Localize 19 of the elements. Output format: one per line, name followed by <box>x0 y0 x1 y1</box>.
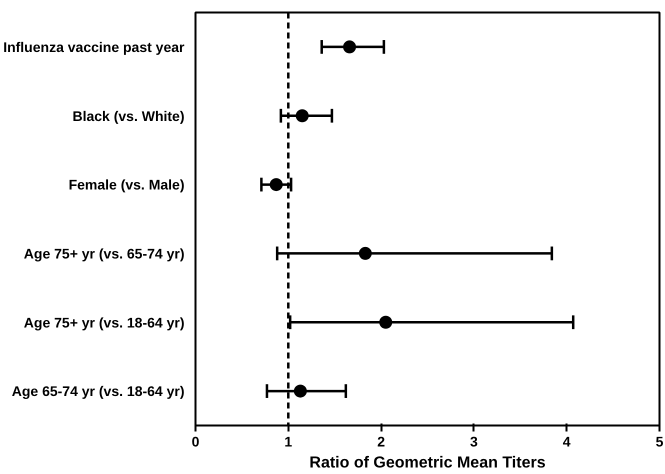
y-tick-label: Age 65-74 yr (vs. 18-64 yr) <box>12 383 184 400</box>
y-tick-label: Black (vs. White) <box>72 108 185 124</box>
x-tick-label: 2 <box>377 434 386 450</box>
point <box>343 40 356 54</box>
x-tick-label: 5 <box>656 434 664 450</box>
point <box>379 316 392 329</box>
x-tick-label: 3 <box>470 434 478 450</box>
x-tick-label: 1 <box>284 434 292 450</box>
point <box>358 246 372 260</box>
point <box>270 178 283 192</box>
y-tick-label: Female (vs. Male) <box>68 176 184 193</box>
y-tick-label: Age 75+ yr (vs. 18-64 yr) <box>24 314 185 330</box>
x-tick-label: 0 <box>192 434 200 450</box>
point <box>294 384 307 398</box>
x-axis-title: Ratio of Geometric Mean Titers <box>309 454 546 472</box>
y-tick-label: Age 75+ yr (vs. 65-74 yr) <box>24 245 185 262</box>
point <box>296 109 309 122</box>
x-tick-label: 4 <box>562 434 571 450</box>
y-tick-label: Influenza vaccine past year <box>3 38 186 55</box>
